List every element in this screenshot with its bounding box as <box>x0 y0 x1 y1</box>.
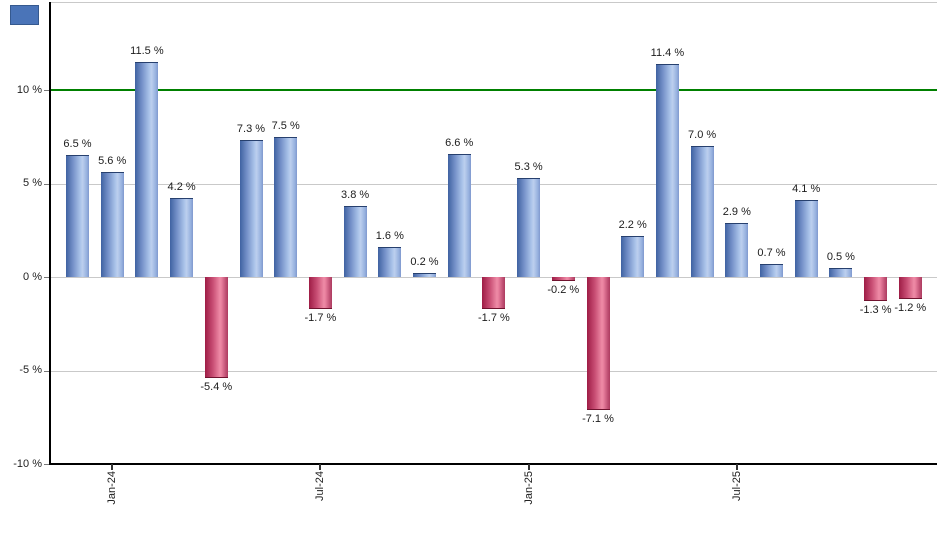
bar-value-label: -1.7 % <box>304 311 337 324</box>
bar-value-label: -1.2 % <box>894 302 927 315</box>
x-axis-tick-label: Jul-24 <box>314 471 327 501</box>
x-axis-tick-label: Jul-25 <box>730 471 743 501</box>
x-axis-line <box>49 463 937 465</box>
legend-swatch <box>10 5 39 25</box>
bar <box>274 136 298 277</box>
bar <box>794 200 818 277</box>
bar-value-label: 7.0 % <box>688 129 717 142</box>
bar-value-label: 0.2 % <box>410 256 439 269</box>
bar-value-label: 5.6 % <box>98 155 127 168</box>
bar <box>829 267 853 277</box>
bar <box>864 277 888 302</box>
bar <box>725 222 749 277</box>
bar <box>482 277 506 309</box>
y-axis-tick-label: 10 % <box>16 83 42 96</box>
bar <box>551 277 575 281</box>
y-axis-tick <box>44 183 50 185</box>
x-axis-tick <box>527 464 530 470</box>
bar-value-label: 6.5 % <box>63 138 92 151</box>
bar-value-label: 11.4 % <box>650 46 685 59</box>
bar <box>66 155 89 277</box>
y-axis-tick-label: -5 % <box>19 364 42 376</box>
y-axis-tick-label: 5 % <box>23 177 42 189</box>
bar-value-label: 0.5 % <box>826 250 855 263</box>
bar-value-label: -7.1 % <box>582 412 614 425</box>
y-axis-tick <box>44 464 50 465</box>
y-axis-tick-label: 0 % <box>23 270 42 283</box>
bar-value-label: 6.6 % <box>445 136 474 149</box>
bar <box>170 198 194 277</box>
bar <box>655 63 679 277</box>
bar <box>517 177 541 277</box>
bar <box>378 247 402 277</box>
bar <box>343 205 367 277</box>
bar-value-label: 11.5 % <box>130 44 164 57</box>
bar-value-label: -1.7 % <box>477 311 510 324</box>
bar <box>239 140 263 277</box>
bar-value-label: 0.7 % <box>757 246 786 259</box>
gridline <box>50 183 937 185</box>
y-axis-tick <box>44 370 50 372</box>
bar-value-label: 7.3 % <box>236 123 266 136</box>
bar <box>690 146 714 277</box>
bar-value-label: -1.3 % <box>859 304 892 317</box>
plot-top-border <box>50 2 937 3</box>
gridline <box>50 370 937 372</box>
bar <box>898 277 922 300</box>
bar-value-label: -5.4 % <box>200 380 233 393</box>
bar-value-label: 4.1 % <box>792 183 821 196</box>
x-axis-tick <box>111 464 114 470</box>
bar-value-label: -0.2 % <box>547 283 580 296</box>
bar-value-label: 7.5 % <box>271 119 300 132</box>
x-axis-tick-label: Jan-25 <box>522 471 535 505</box>
bar <box>413 273 436 277</box>
bar <box>308 277 332 309</box>
bar <box>100 172 124 277</box>
bar <box>621 235 645 277</box>
y-axis-tick <box>44 90 50 91</box>
y-axis-tick-label: -10 % <box>13 457 42 470</box>
bar-value-label: 2.9 % <box>722 205 751 218</box>
bar-value-label: 5.3 % <box>514 160 543 173</box>
bar <box>447 153 471 277</box>
bar <box>204 277 228 378</box>
bar <box>760 263 783 277</box>
bar <box>135 61 159 277</box>
x-axis-tick <box>735 464 738 470</box>
x-axis-tick-label: Jan-24 <box>106 471 119 505</box>
bar-value-label: 4.2 % <box>167 181 196 194</box>
reference-line-10pct <box>50 89 937 91</box>
bar-value-label: 1.6 % <box>375 230 404 243</box>
bar-value-label: 2.2 % <box>618 218 647 231</box>
bar-value-label: 3.8 % <box>341 188 370 201</box>
x-axis-tick <box>319 464 322 470</box>
y-axis-tick <box>44 277 50 278</box>
y-axis-line <box>49 2 51 465</box>
bar <box>586 277 610 410</box>
